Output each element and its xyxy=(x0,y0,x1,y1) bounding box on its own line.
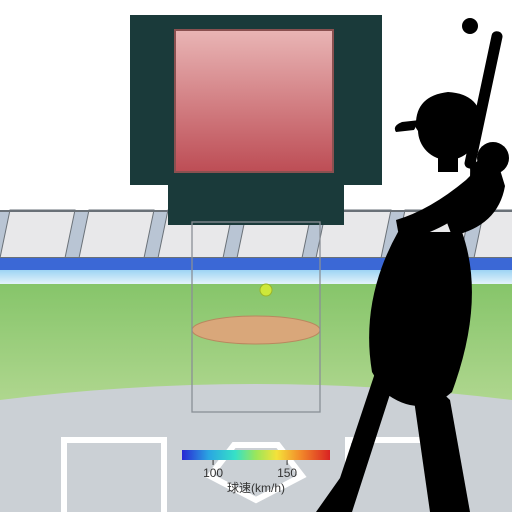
seat-block xyxy=(0,210,75,258)
velocity-legend-bar xyxy=(182,450,330,460)
pitch-marker xyxy=(260,284,272,296)
pitchers-mound xyxy=(192,316,320,344)
legend-label: 球速(km/h) xyxy=(227,481,285,495)
legend-tick-label: 100 xyxy=(203,466,223,480)
scoreboard-heat-panel xyxy=(175,30,333,172)
pitch-location-diagram: 100 150球速(km/h) xyxy=(0,0,512,512)
seat-block xyxy=(79,210,154,258)
legend-tick-label: 150 xyxy=(277,466,297,480)
scoreboard-base xyxy=(168,185,344,225)
